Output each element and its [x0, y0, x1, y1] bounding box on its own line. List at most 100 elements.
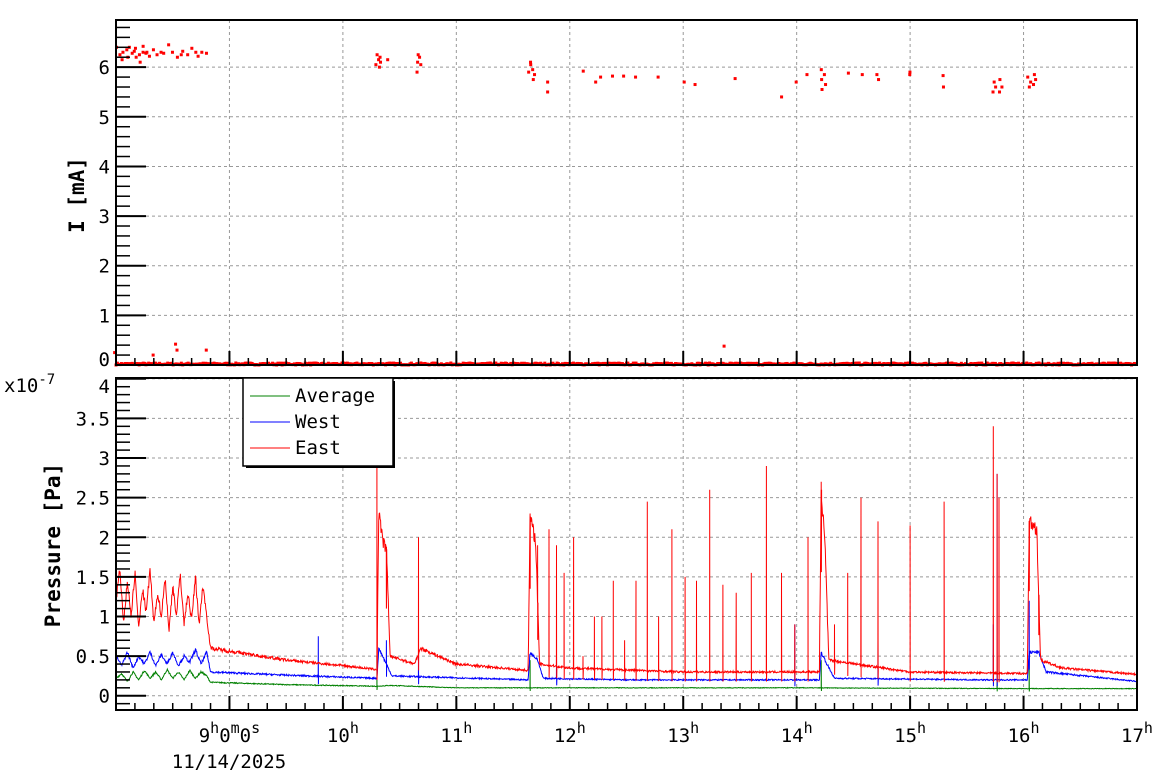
current-point [543, 361, 547, 365]
current-point [431, 361, 435, 365]
current-point [875, 73, 879, 77]
current-point [594, 80, 598, 84]
current-point [991, 90, 995, 94]
y-tick-label: 2 [99, 256, 110, 278]
current-point [529, 63, 533, 67]
current-point [204, 348, 208, 352]
y-tick-label: 5 [99, 107, 110, 129]
y-tick-label: 3.5 [76, 408, 110, 430]
x-tick-label: 14h [781, 719, 813, 747]
current-point [539, 361, 543, 365]
current-point [992, 80, 996, 84]
current-point [1032, 73, 1036, 77]
y-tick-label: 2 [99, 527, 110, 549]
current-point [133, 46, 137, 50]
current-point [386, 58, 390, 62]
current-point [596, 361, 600, 365]
current-point [138, 60, 142, 64]
y-tick-label: 1 [99, 305, 110, 327]
current-point [155, 53, 159, 57]
current-point [120, 58, 124, 62]
pressure-series [115, 386, 1138, 692]
current-point [722, 344, 726, 348]
current-point [546, 80, 550, 84]
current-point [159, 50, 163, 54]
current-point [610, 74, 614, 78]
current-point [1034, 78, 1038, 82]
current-point [147, 54, 151, 58]
current-point [1000, 85, 1004, 89]
x-tick-label: 16h [1008, 719, 1040, 747]
x-tick-label: 11h [440, 719, 472, 747]
current-point [705, 361, 709, 365]
current-point [179, 53, 183, 57]
y-tick-label: 4 [99, 376, 110, 398]
current-point [656, 75, 660, 79]
y-tick-label: 0.5 [76, 646, 110, 668]
current-point [151, 353, 155, 357]
current-point [141, 50, 145, 54]
date-label: 11/14/2025 [172, 751, 286, 773]
current-point [1029, 80, 1033, 84]
x-tick-label: 9h0m0s [199, 719, 260, 747]
y-tick-label: 3 [99, 206, 110, 228]
current-point [708, 361, 712, 365]
current-point [546, 90, 550, 94]
current-point [529, 60, 533, 64]
current-point [805, 73, 809, 77]
y-multiplier: x10-7 [4, 372, 55, 397]
current-point [179, 361, 183, 365]
current-point [449, 361, 453, 365]
legend-shadow [393, 381, 395, 468]
current-point [186, 53, 190, 57]
current-point [820, 87, 824, 91]
current-point [634, 75, 638, 79]
current-point [581, 69, 585, 73]
current-point [132, 49, 136, 53]
y-tick-label: 0 [99, 349, 110, 371]
current-point [1026, 75, 1030, 79]
current-point [130, 51, 134, 55]
current-point [418, 55, 422, 59]
current-point [167, 43, 171, 47]
current-plot-grid [115, 20, 1138, 366]
current-point [531, 68, 535, 72]
current-point [1056, 361, 1060, 365]
current-point [113, 351, 117, 355]
y-tick-label: 1 [99, 607, 110, 629]
current-point [175, 55, 179, 59]
current-point [170, 361, 174, 365]
y-tick-label: 1.5 [76, 567, 110, 589]
legend-label-east: East [295, 437, 341, 459]
current-point [860, 73, 864, 77]
y-tick-label: 0 [99, 686, 110, 708]
axes: 0 1 2 3 4 5 6 0 0.5 1 1.5 2 2.5 3 3.5 4 9h0m0s 10h 11h 12h 1… [76, 26, 1153, 747]
current-point [1134, 362, 1138, 366]
current-point [626, 361, 630, 365]
current-point [145, 50, 149, 54]
current-point [377, 58, 381, 62]
x-tick-label: 13h [667, 719, 699, 747]
current-point [980, 361, 984, 365]
current-point [822, 73, 826, 77]
x-tick-label: 15h [894, 719, 926, 747]
current-point [908, 73, 912, 77]
current-y-axis-title: I [mA] [65, 157, 89, 233]
pressure-y-axis-title: Pressure [Pa] [41, 463, 65, 627]
current-point [794, 80, 798, 84]
current-point [994, 85, 998, 89]
current-point [121, 50, 125, 54]
current-point [125, 48, 129, 52]
current-point [415, 70, 419, 74]
legend-label-west: West [295, 411, 341, 433]
current-point [993, 361, 997, 365]
current-point [599, 75, 603, 79]
current-point [416, 60, 420, 64]
legend: Average West East [242, 377, 395, 468]
current-point [877, 78, 881, 82]
current-point [733, 77, 737, 81]
current-point [194, 50, 198, 54]
y-tick-label: 3 [99, 448, 110, 470]
current-point [820, 78, 824, 82]
x-tick-label: 17h [1121, 719, 1153, 747]
